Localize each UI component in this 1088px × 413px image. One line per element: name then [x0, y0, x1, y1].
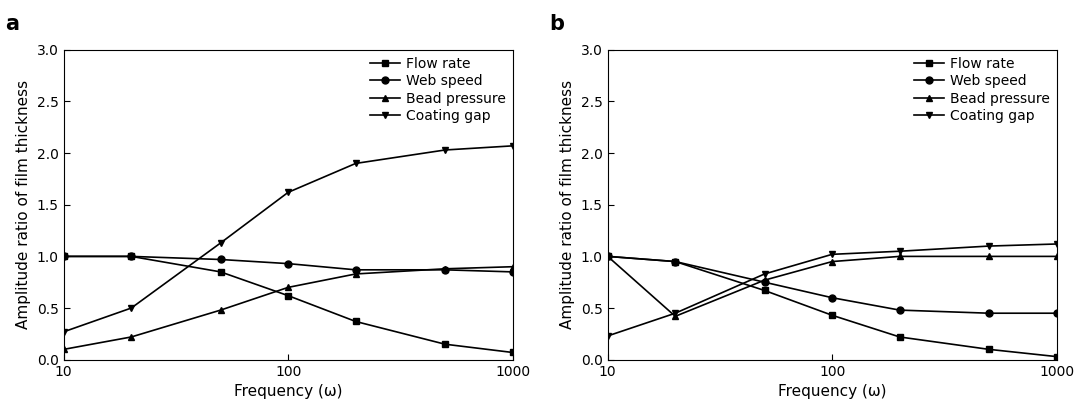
Flow rate [602, 254, 615, 259]
Bead pressure [282, 285, 295, 290]
Coating gap [669, 311, 682, 316]
Y-axis label: Amplitude ratio of film thickness: Amplitude ratio of film thickness [560, 80, 576, 329]
Bead pressure [758, 278, 771, 282]
Bead pressure [669, 314, 682, 319]
Coating gap [125, 306, 138, 311]
Bead pressure [1050, 254, 1063, 259]
Flow rate [125, 254, 138, 259]
Bead pressure [349, 271, 362, 276]
Legend: Flow rate, Web speed, Bead pressure, Coating gap: Flow rate, Web speed, Bead pressure, Coa… [911, 54, 1052, 126]
Bead pressure [58, 347, 71, 352]
Coating gap [1050, 242, 1063, 247]
Coating gap [893, 249, 906, 254]
Bead pressure [214, 308, 227, 313]
Line: Flow rate: Flow rate [604, 253, 1060, 360]
Bead pressure [438, 266, 452, 271]
Web speed [214, 257, 227, 262]
Web speed [602, 254, 615, 259]
Web speed [982, 311, 996, 316]
Line: Web speed: Web speed [60, 253, 516, 275]
Flow rate [826, 313, 839, 318]
Coating gap [349, 161, 362, 166]
Line: Web speed: Web speed [604, 253, 1060, 317]
Web speed [125, 254, 138, 259]
Line: Coating gap: Coating gap [604, 240, 1060, 339]
Flow rate [758, 288, 771, 293]
Web speed [58, 254, 71, 259]
Line: Coating gap: Coating gap [60, 142, 516, 335]
Flow rate [982, 347, 996, 352]
Web speed [282, 261, 295, 266]
Flow rate [349, 319, 362, 324]
Coating gap [506, 143, 519, 148]
Bead pressure [125, 335, 138, 339]
Coating gap [214, 240, 227, 245]
Web speed [826, 295, 839, 300]
Web speed [349, 267, 362, 272]
Coating gap [438, 147, 452, 152]
Web speed [506, 269, 519, 274]
Coating gap [982, 244, 996, 249]
Text: a: a [5, 14, 20, 34]
Flow rate [893, 335, 906, 339]
Web speed [669, 259, 682, 264]
Line: Bead pressure: Bead pressure [604, 253, 1060, 320]
X-axis label: Frequency (ω): Frequency (ω) [778, 384, 887, 399]
Bead pressure [826, 259, 839, 264]
Coating gap [758, 271, 771, 276]
Flow rate [58, 254, 71, 259]
Coating gap [826, 252, 839, 257]
Web speed [758, 280, 771, 285]
Coating gap [282, 190, 295, 195]
Web speed [1050, 311, 1063, 316]
Coating gap [602, 333, 615, 338]
Web speed [893, 308, 906, 313]
Text: b: b [549, 14, 565, 34]
Flow rate [1050, 354, 1063, 359]
Flow rate [506, 350, 519, 355]
Line: Bead pressure: Bead pressure [60, 263, 516, 353]
Bead pressure [982, 254, 996, 259]
Flow rate [438, 342, 452, 347]
Y-axis label: Amplitude ratio of film thickness: Amplitude ratio of film thickness [16, 80, 32, 329]
Bead pressure [602, 254, 615, 259]
Line: Flow rate: Flow rate [60, 253, 516, 356]
Legend: Flow rate, Web speed, Bead pressure, Coating gap: Flow rate, Web speed, Bead pressure, Coa… [367, 54, 508, 126]
Bead pressure [506, 264, 519, 269]
X-axis label: Frequency (ω): Frequency (ω) [234, 384, 343, 399]
Flow rate [282, 293, 295, 298]
Web speed [438, 267, 452, 272]
Bead pressure [893, 254, 906, 259]
Coating gap [58, 329, 71, 334]
Flow rate [669, 259, 682, 264]
Flow rate [214, 269, 227, 274]
